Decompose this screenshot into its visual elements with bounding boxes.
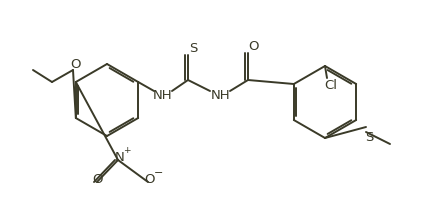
Text: S: S: [365, 131, 373, 144]
Text: +: +: [123, 146, 131, 155]
Text: O: O: [144, 173, 154, 186]
Text: O: O: [92, 173, 102, 186]
Text: O: O: [70, 57, 80, 70]
Text: N: N: [115, 151, 125, 164]
Text: NH: NH: [211, 89, 231, 102]
Text: NH: NH: [153, 89, 173, 102]
Text: −: −: [154, 167, 164, 177]
Text: S: S: [189, 42, 197, 55]
Text: Cl: Cl: [325, 79, 338, 92]
Text: O: O: [248, 40, 258, 53]
